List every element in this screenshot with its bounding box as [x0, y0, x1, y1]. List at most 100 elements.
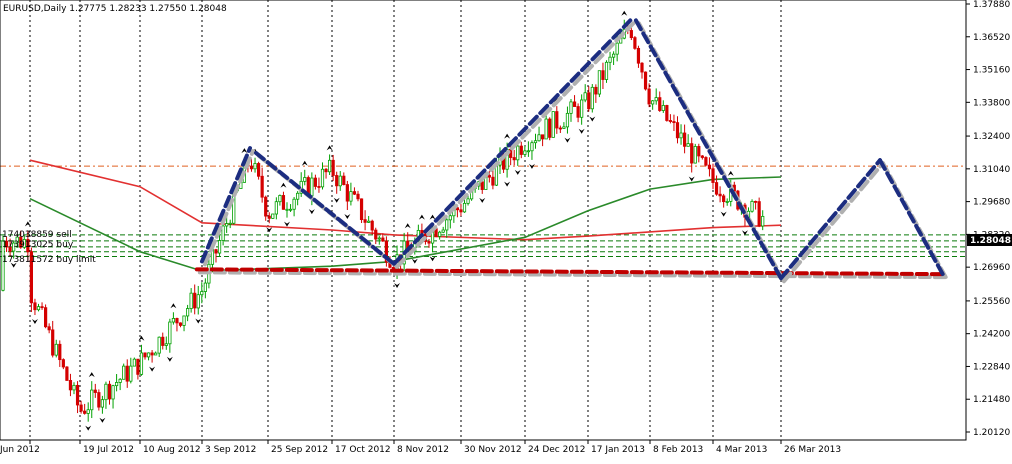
candle-body — [161, 336, 165, 346]
ma-red-line — [29, 159, 782, 241]
fractal-up — [504, 133, 511, 139]
x-tick-label: 30 Nov 2012 — [464, 445, 522, 455]
fractal-down — [564, 137, 571, 143]
fractal-down — [308, 209, 315, 215]
fractal-up — [301, 160, 308, 166]
candle-body — [555, 111, 559, 129]
candle-body — [338, 175, 342, 187]
candle-body — [441, 229, 445, 233]
fractal-up — [621, 10, 628, 16]
order-label-3[interactable]: 173811572 buy limit — [2, 255, 96, 265]
pattern-line-shadow — [782, 161, 885, 284]
candle-body — [583, 92, 587, 101]
fractal-down — [31, 319, 38, 325]
candle-body — [115, 382, 119, 387]
candle-body — [150, 352, 154, 356]
candle-body — [12, 242, 16, 252]
candle-body — [480, 181, 484, 190]
x-tick-label: 24 Dec 2012 — [528, 445, 586, 455]
candle-body — [118, 378, 122, 383]
candle-body — [313, 177, 318, 187]
candle-body — [608, 56, 612, 63]
candle-body — [633, 37, 637, 49]
candle-body — [171, 318, 175, 323]
candle-body — [590, 86, 594, 110]
candle-body — [281, 195, 286, 210]
y-tick-label: 1.21480 — [973, 395, 1010, 405]
candle-body — [100, 399, 104, 408]
price-axis: 1.37880 1.36520 1.35160 1.33800 1.32400 1.310… — [966, 0, 1010, 438]
candle-body — [665, 105, 669, 121]
x-tick-label: 25 Sep 2012 — [271, 445, 328, 455]
y-tick-label: 1.37880 — [973, 0, 1010, 10]
fractal-down — [394, 282, 401, 288]
candle-body — [636, 47, 641, 64]
candle-body — [562, 126, 566, 129]
x-tick-label: 17 Jan 2013 — [591, 445, 645, 455]
candle-body — [661, 105, 665, 111]
candle-body — [288, 208, 293, 211]
candle-body — [4, 240, 9, 248]
candle-body — [36, 306, 41, 311]
candle-body — [217, 240, 222, 254]
candle-body — [104, 383, 108, 401]
y-tick-label: 1.35160 — [973, 66, 1010, 76]
candle-body — [278, 195, 282, 203]
support-line-shadow — [197, 270, 950, 280]
candle-body — [459, 209, 463, 213]
candle-body — [516, 145, 520, 161]
candle-body — [384, 240, 389, 263]
candle-body — [512, 157, 516, 161]
fractal-up — [138, 335, 145, 341]
candle-body — [445, 219, 449, 231]
fractal-up — [241, 148, 248, 154]
candle-body — [331, 159, 335, 176]
candle-body — [193, 292, 197, 309]
candle-body — [274, 201, 278, 215]
candle-body — [438, 231, 442, 237]
candle-body — [704, 157, 708, 166]
y-tick-label: 1.25560 — [973, 297, 1010, 307]
fractal-up — [727, 170, 734, 176]
fractal-down — [589, 116, 596, 122]
candle-body — [225, 223, 229, 227]
pattern-line — [878, 158, 947, 281]
candle-body — [761, 215, 765, 227]
fractal-down — [166, 356, 173, 362]
candle-body — [683, 132, 687, 147]
candle-body — [196, 294, 200, 309]
candle-body — [601, 70, 605, 80]
candle-body — [640, 62, 644, 73]
candle-body — [26, 239, 30, 253]
order-label-1[interactable]: 174038859 sell — [2, 230, 72, 240]
candle-body — [221, 225, 225, 241]
candle-body — [143, 352, 147, 358]
candle-body — [58, 343, 62, 361]
fractal-down — [514, 169, 521, 175]
x-tick-label: 8 Feb 2013 — [653, 445, 703, 455]
candle-body — [154, 352, 158, 356]
candle-body — [359, 198, 364, 221]
fractal-markers — [10, 10, 748, 431]
candle-body — [629, 30, 633, 39]
candle-body — [335, 175, 339, 187]
x-tick-label: 8 Nov 2012 — [397, 445, 449, 455]
x-tick-label: 4 Mar 2013 — [716, 445, 767, 455]
fractal-down — [195, 318, 202, 324]
fractal-down — [720, 211, 727, 217]
time-axis: Jun 2012 19 Jul 2012 10 Aug 2012 3 Sep 2012… — [0, 440, 841, 455]
fractal-down — [578, 128, 585, 134]
pattern-line — [779, 158, 882, 281]
candle-body — [466, 198, 470, 204]
order-label-2[interactable]: 173913025 buy — [2, 240, 74, 250]
candle-body — [228, 222, 232, 225]
symbol-header: EURUSD,Daily 1.27775 1.28233 1.27550 1.2… — [3, 4, 227, 14]
candle-body — [725, 200, 729, 203]
candle-body — [54, 343, 58, 356]
candle-body — [690, 143, 694, 164]
fractal-down — [99, 417, 106, 423]
candle-body — [200, 291, 204, 296]
fractal-up — [326, 145, 333, 151]
